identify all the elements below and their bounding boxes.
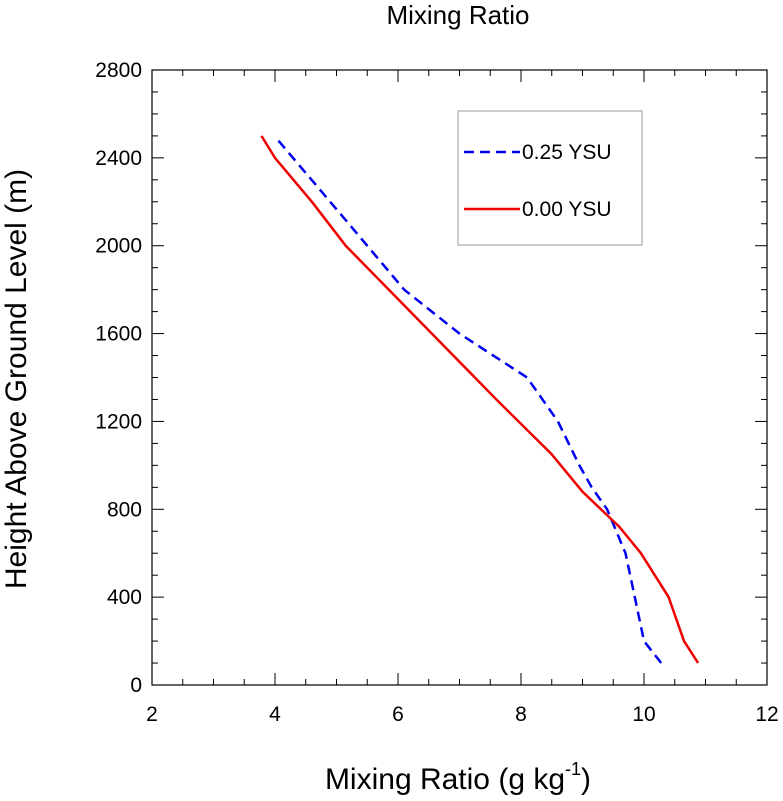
x-tick-label: 12 [755,703,778,726]
y-tick-label: 2800 [95,59,142,82]
legend-label-025-ysu: 0.25 YSU [522,141,612,164]
y-tick-label: 2400 [95,147,142,170]
chart-title: Mixing Ratio [386,0,529,30]
y-tick-label: 1600 [95,323,142,346]
legend: 0.25 YSU 0.00 YSU [457,110,643,246]
x-tick-label: 6 [392,703,404,726]
x-axis-label: Mixing Ratio (g kg-1) [325,759,591,796]
legend-box [457,110,643,246]
y-axis-label: Height Above Ground Level (m) [0,169,33,589]
y-tick-label: 0 [130,674,142,697]
x-tick-label: 2 [146,703,158,726]
legend-label-000-ysu: 0.00 YSU [522,198,612,221]
tick-marks [151,69,768,686]
x-tick-label: 4 [269,703,281,726]
x-axis-label-sup: -1 [565,759,581,779]
x-tick-label: 10 [632,703,655,726]
x-axis-label-main: Mixing Ratio (g kg [325,763,565,796]
y-tick-label: 400 [107,586,142,609]
x-axis-label-close: ) [581,763,591,796]
series-line-0-25-ysu [277,139,663,664]
series-line-0-00-ysu [260,135,700,664]
y-tick-label: 2000 [95,235,142,258]
y-tick-label: 800 [107,498,142,521]
series-lines [260,135,700,664]
plot-frame [151,69,768,686]
x-tick-label: 8 [515,703,527,726]
y-tick-label: 1200 [95,410,142,433]
tick-labels: 2 4 6 8 10 12 0 400 800 1200 1600 2000 2400 2800 [95,59,778,726]
